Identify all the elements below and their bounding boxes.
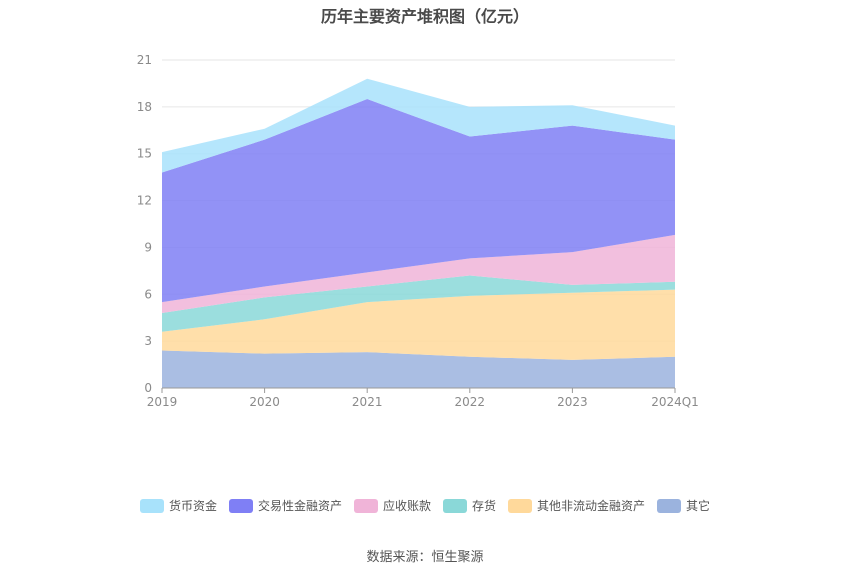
data-source: 数据来源：恒生聚源 (366, 550, 484, 565)
area-其他非流动金融资产 (162, 289, 675, 360)
legend-swatch (657, 498, 682, 513)
x-tick-label: 2023 (557, 395, 588, 409)
legend-swatch (139, 498, 164, 513)
area-其它 (162, 350, 675, 388)
y-tick-label: 18 (137, 100, 152, 114)
area-货币资金 (162, 78, 675, 173)
legend-swatch (443, 498, 467, 513)
y-tick-label: 9 (144, 240, 152, 254)
x-tick-label: 2019 (147, 395, 178, 409)
chart-title: 历年主要资产堆积图（亿元） (320, 7, 529, 26)
legend-swatch (228, 498, 253, 513)
y-tick-label: 15 (137, 147, 152, 161)
y-tick-label: 0 (144, 381, 152, 395)
legend-label: 其他非流动金融资产 (537, 499, 646, 513)
y-tick-label: 6 (144, 287, 152, 301)
legend-item[interactable]: 存货 (443, 497, 496, 514)
legend-label: 应收账款 (382, 499, 431, 513)
legend-item[interactable]: 应收账款 (353, 497, 431, 514)
area-应收账款 (162, 234, 675, 314)
legend-label: 交易性金融资产 (257, 499, 342, 513)
y-tick-label: 21 (137, 53, 152, 67)
x-tick-label: 2021 (352, 395, 383, 409)
legend-item[interactable]: 货币资金 (139, 497, 217, 514)
x-tick-label: 2022 (455, 395, 486, 409)
legend-item[interactable]: 交易性金融资产 (228, 497, 342, 514)
area-存货 (162, 275, 675, 332)
legend-label: 货币资金 (168, 499, 217, 513)
legend-item[interactable]: 其他非流动金融资产 (508, 497, 645, 514)
legend-label: 存货 (472, 499, 497, 513)
area-交易性金融资产 (162, 99, 675, 303)
x-tick-label: 2020 (249, 395, 280, 409)
legend-swatch (353, 498, 378, 513)
chart-legend: 货币资金 交易性金融资产 应收账款 存货 其他非流动金融资产 其它 (0, 497, 850, 514)
y-tick-label: 12 (137, 194, 152, 208)
legend-label: 其它 (686, 499, 711, 513)
legend-item[interactable]: 其它 (657, 497, 710, 514)
y-tick-label: 3 (144, 334, 152, 348)
legend-swatch (508, 498, 533, 513)
stacked-area-chart: 0 3 6 9 12 15 18 21 2019 2020 2021 2022 2023 2024Q1 (137, 53, 699, 409)
x-tick-label: 2024Q1 (651, 395, 699, 409)
